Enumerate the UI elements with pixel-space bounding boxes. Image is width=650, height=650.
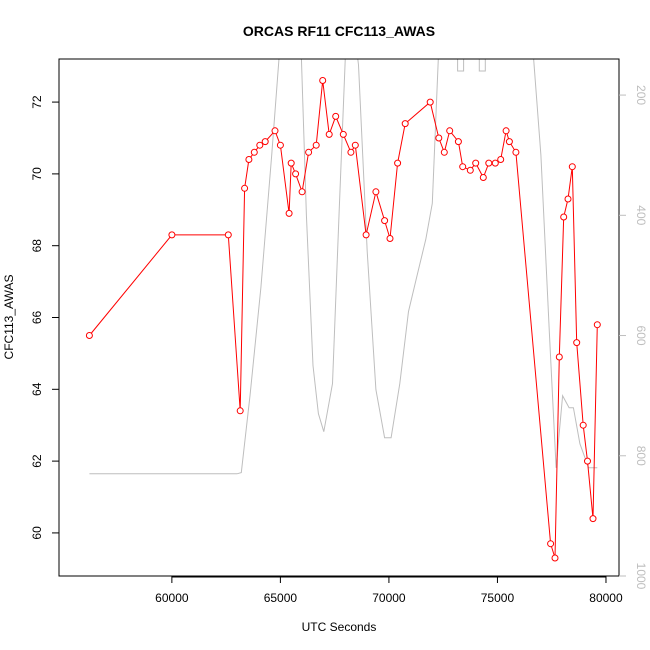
data-point xyxy=(325,130,333,138)
data-point xyxy=(479,174,487,181)
y-tick-label: 62 xyxy=(30,454,44,468)
data-point xyxy=(381,217,389,225)
data-point xyxy=(426,98,434,106)
y-tick-label: 60 xyxy=(30,526,44,540)
data-point xyxy=(589,515,597,523)
y-axis-right: 200 400 600 800 1000 xyxy=(619,85,648,590)
y-axis-left: 60 62 64 66 68 70 72 xyxy=(30,95,59,540)
right-axis-mark xyxy=(478,59,486,72)
x-axis: 60000 65000 70000 75000 80000 xyxy=(155,576,623,605)
data-point xyxy=(292,170,300,178)
data-point xyxy=(256,141,264,149)
data-point xyxy=(505,138,513,146)
x-axis-label: UTC Seconds xyxy=(302,620,377,634)
y2-tick-label: 200 xyxy=(634,85,648,105)
data-point xyxy=(224,231,232,239)
data-point xyxy=(466,166,474,174)
data-point xyxy=(440,148,448,156)
data-point xyxy=(401,120,409,128)
data-point xyxy=(560,213,568,221)
data-point xyxy=(568,163,576,171)
y2-tick-label: 400 xyxy=(634,205,648,225)
data-point xyxy=(584,457,591,465)
y2-tick-label: 600 xyxy=(634,326,648,346)
data-point xyxy=(236,407,244,415)
data-point xyxy=(319,77,327,84)
x-tick-label: 65000 xyxy=(264,591,298,605)
data-point xyxy=(564,195,572,203)
data-point xyxy=(351,141,359,149)
y2-tick-label: 800 xyxy=(634,446,648,466)
data-point xyxy=(512,148,520,156)
y-tick-label: 68 xyxy=(30,239,44,253)
data-point xyxy=(394,159,402,167)
x-tick-label: 75000 xyxy=(481,591,515,605)
data-point xyxy=(287,159,295,167)
y-axis-label: CFC113_AWAS xyxy=(2,275,16,360)
data-point xyxy=(502,127,510,135)
data-point xyxy=(472,159,480,167)
data-point xyxy=(547,540,555,548)
x-tick-label: 70000 xyxy=(372,591,406,605)
data-point xyxy=(386,235,394,242)
y-tick-label: 72 xyxy=(30,95,44,109)
data-point xyxy=(276,141,284,149)
data-point xyxy=(85,332,93,339)
x-tick-label: 80000 xyxy=(589,591,623,605)
data-point xyxy=(339,130,347,138)
right-axis-mark xyxy=(457,59,465,72)
data-point xyxy=(497,156,505,163)
data-point xyxy=(485,159,493,167)
data-point xyxy=(435,134,443,142)
data-point xyxy=(241,184,249,192)
data-point xyxy=(362,231,370,239)
data-point xyxy=(332,112,340,120)
data-point xyxy=(271,127,279,135)
data-point xyxy=(555,353,563,361)
data-point xyxy=(454,138,462,146)
data-point xyxy=(168,231,176,239)
data-point xyxy=(245,156,253,163)
data-point xyxy=(250,148,258,156)
data-point xyxy=(298,188,306,196)
data-point xyxy=(491,159,499,167)
data-point xyxy=(573,339,581,347)
data-point xyxy=(285,209,293,217)
data-point xyxy=(459,163,467,171)
data-point xyxy=(312,141,320,149)
y-tick-label: 70 xyxy=(30,167,44,181)
series-layer xyxy=(85,59,601,562)
x-tick-label: 60000 xyxy=(155,591,189,605)
data-point xyxy=(347,148,355,156)
data-point xyxy=(593,321,601,329)
data-point xyxy=(372,188,380,196)
data-point xyxy=(551,554,559,562)
data-point xyxy=(261,138,269,146)
y2-tick-label: 1000 xyxy=(634,563,648,590)
chart-title: ORCAS RF11 CFC113_AWAS xyxy=(243,23,435,39)
data-point xyxy=(579,421,587,429)
series-left-line xyxy=(89,80,598,559)
data-point xyxy=(305,148,313,156)
y-tick-label: 64 xyxy=(30,382,44,396)
plot-frame xyxy=(58,58,620,577)
y-tick-label: 66 xyxy=(30,311,44,325)
data-point xyxy=(446,127,454,135)
series-right-line xyxy=(89,59,598,475)
